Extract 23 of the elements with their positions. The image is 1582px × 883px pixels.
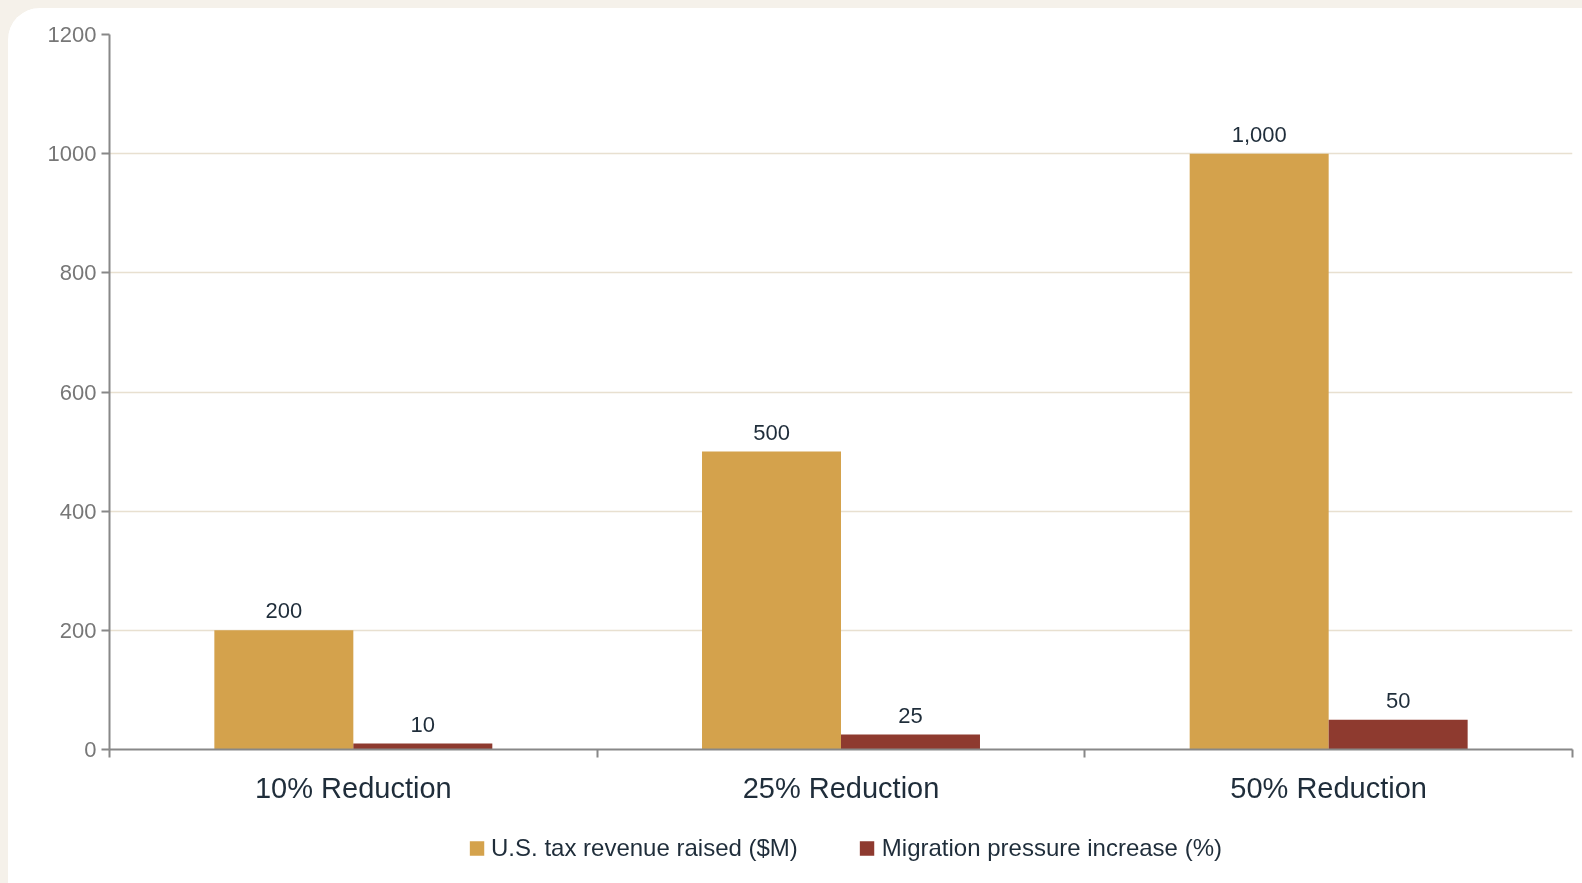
y-tick-label: 1200 (47, 22, 97, 47)
y-tick-label: 600 (59, 379, 97, 405)
y-tick-label: 1000 (47, 141, 97, 167)
data-label: 25 (898, 702, 923, 728)
data-label: 200 (265, 598, 303, 624)
y-tick-label: 800 (59, 260, 97, 286)
data-label: 10 (410, 711, 436, 737)
bar (214, 630, 354, 750)
bar (1189, 153, 1329, 750)
x-tick-label: 10% Reduction (254, 771, 452, 804)
y-tick-label: 400 (59, 498, 97, 524)
legend-label: Migration pressure increase (%) (881, 834, 1222, 862)
bar (1328, 719, 1468, 750)
x-tick-label: 25% Reduction (742, 771, 940, 804)
legend-label: U.S. tax revenue raised ($M) (491, 834, 798, 862)
y-tick-label: 200 (59, 617, 97, 643)
x-tick-label: 50% Reduction (1230, 771, 1428, 804)
bar (702, 451, 841, 750)
y-tick-label: 0 (84, 737, 97, 762)
bar (841, 734, 980, 750)
data-label: 500 (753, 419, 790, 445)
data-label: 1,000 (1231, 121, 1287, 147)
data-label: 50 (1385, 687, 1411, 713)
